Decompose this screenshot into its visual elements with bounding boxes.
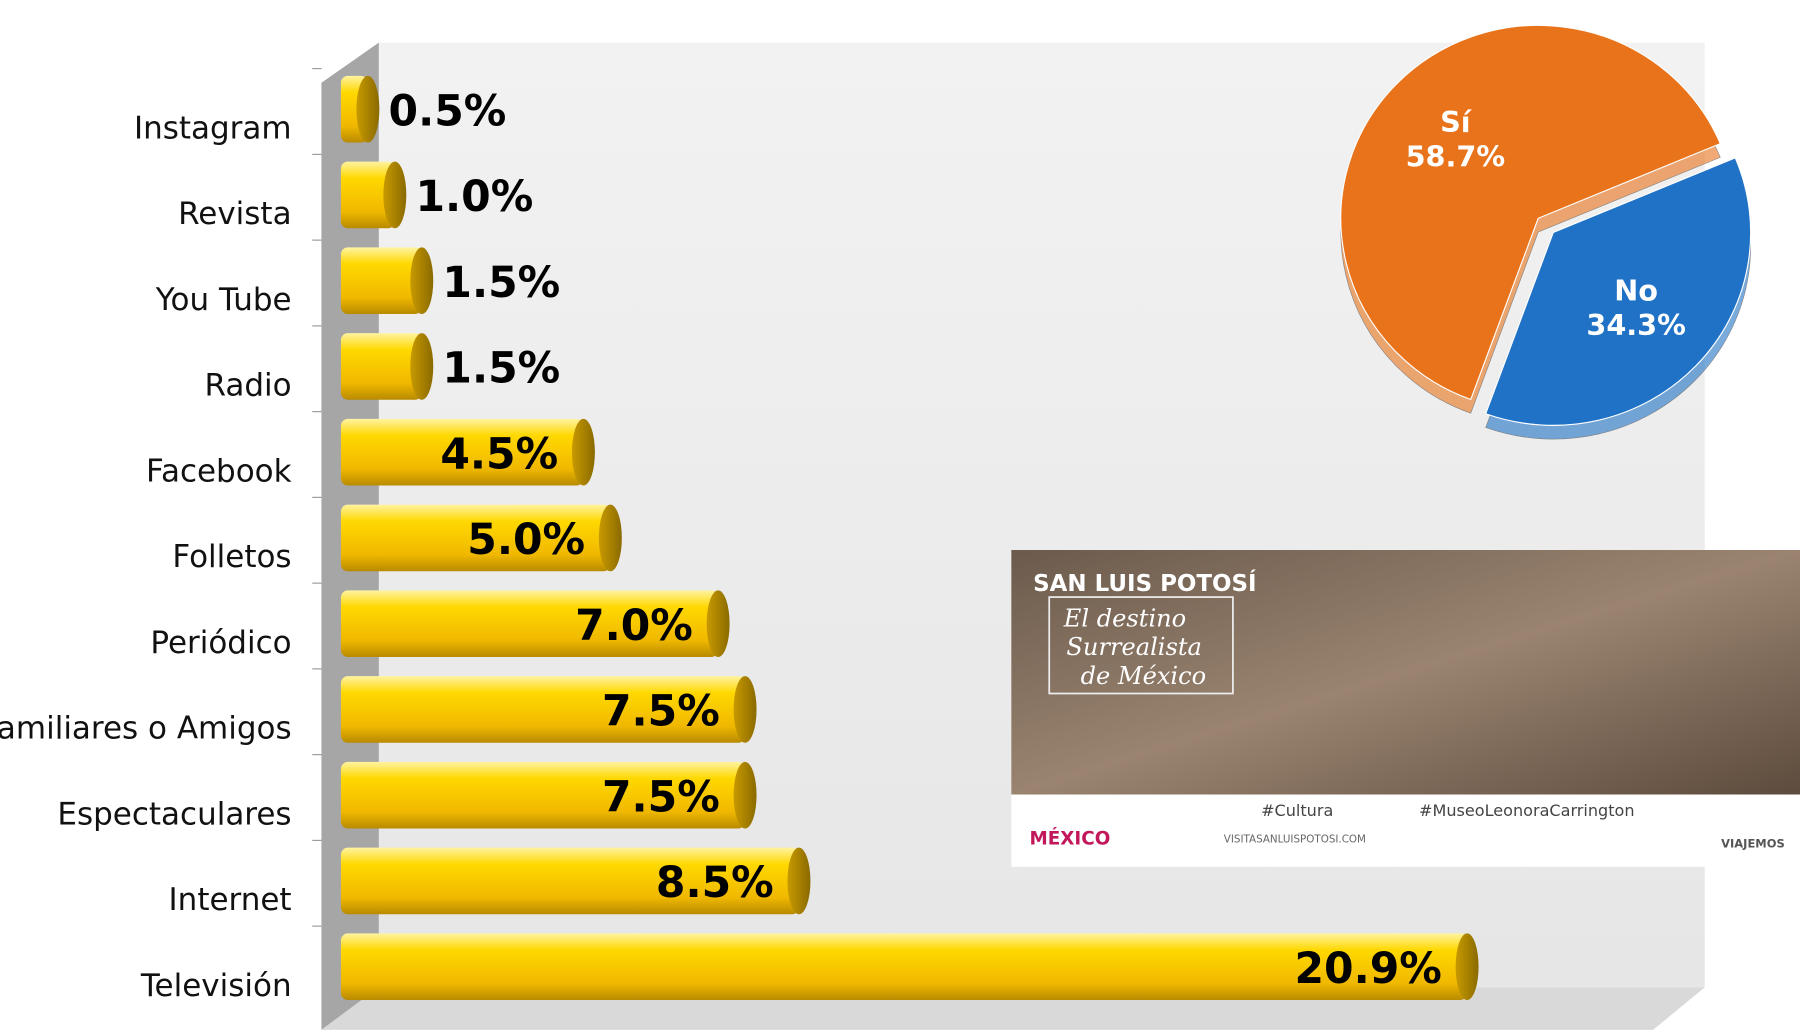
category-label: Folletos: [172, 539, 291, 575]
pie-category-label: No: [1614, 273, 1658, 307]
bar-cap: [734, 676, 757, 743]
banner-tag: #MuseoLeonoraCarrington: [1419, 801, 1635, 820]
value-label: 0.5%: [389, 87, 507, 136]
category-label: Internet: [169, 882, 292, 918]
pie-category-label: Sí: [1440, 105, 1473, 139]
pie-value-label: 34.3%: [1586, 308, 1686, 342]
bar: [341, 333, 422, 400]
category-label: You Tube: [155, 282, 292, 318]
logo: VIAJEMOS: [1721, 836, 1785, 850]
category-label: Televisión: [140, 968, 292, 1004]
value-label: 5.0%: [467, 516, 585, 565]
value-label: 8.5%: [656, 859, 774, 908]
bar-cap: [410, 333, 433, 400]
banner-footer: [1011, 795, 1800, 867]
logo: VISITASANLUISPOTOSI.COM: [1224, 833, 1366, 845]
bar-cap: [734, 762, 757, 829]
bar: [341, 247, 422, 314]
bar-cap: [572, 419, 595, 486]
value-label: 7.5%: [602, 773, 720, 822]
logo: MÉXICO: [1029, 827, 1110, 849]
bar-cap: [707, 590, 730, 657]
value-label: 20.9%: [1294, 945, 1441, 994]
category-label: Facebook: [146, 453, 292, 489]
banner-brand: SAN LUIS POTOSÍ: [1033, 569, 1256, 597]
category-label: Familiares o Amigos: [0, 711, 292, 747]
category-label: Espectaculares: [57, 796, 291, 832]
bar-cap: [383, 162, 406, 229]
category-label: Instagram: [134, 110, 292, 146]
bar-cap: [787, 848, 810, 915]
quote-line: de México: [1081, 662, 1207, 690]
bar-cap: [410, 247, 433, 314]
bar-cap: [356, 76, 379, 143]
banner-tag: #Cultura: [1261, 801, 1333, 820]
quote-line: El destino: [1063, 605, 1186, 633]
value-label: 1.5%: [442, 345, 560, 394]
value-label: 1.0%: [415, 173, 533, 222]
category-label: Periódico: [150, 625, 291, 661]
bar-cap: [1456, 933, 1479, 1000]
value-label: 7.0%: [575, 602, 693, 651]
category-label: Radio: [205, 368, 292, 404]
bar-cap: [599, 505, 622, 572]
category-label: Revista: [178, 196, 291, 232]
banner: SAN LUIS POTOSÍ El destino Surrealista d…: [1011, 550, 1800, 867]
value-label: 4.5%: [440, 430, 558, 479]
quote-line: Surrealista: [1066, 633, 1202, 661]
value-label: 7.5%: [602, 688, 720, 737]
pie-value-label: 58.7%: [1406, 139, 1506, 173]
chart: Instagram 0.5% Revista 1.0% You Tube 1.5% Radi…: [0, 0, 1800, 1030]
page: {"chart_data": [ {"type": "bar", "catego…: [0, 0, 1800, 1030]
value-label: 1.5%: [442, 259, 560, 308]
